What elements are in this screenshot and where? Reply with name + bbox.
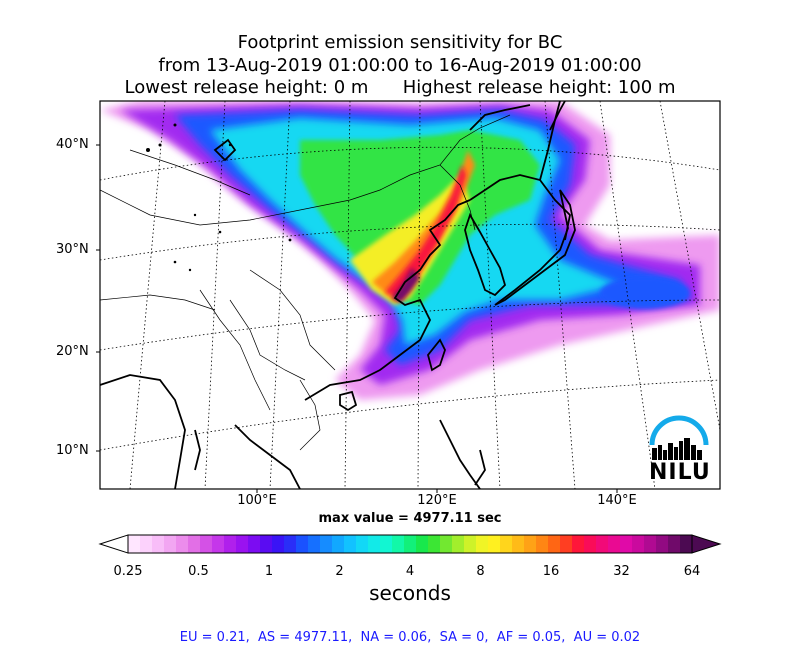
colorbar-segments bbox=[128, 535, 693, 553]
colorbar-segment bbox=[620, 535, 633, 553]
colorbar-segment bbox=[524, 535, 537, 553]
colorbar-segment bbox=[308, 535, 321, 553]
colorbar-tick-3: 2 bbox=[335, 564, 344, 579]
colorbar-segment bbox=[608, 535, 621, 553]
lat-label-40n: 40°N bbox=[56, 137, 89, 152]
lon-label-100e: 100°E bbox=[237, 493, 277, 508]
colorbar-segment bbox=[416, 535, 429, 553]
lat-label-20n: 20°N bbox=[56, 344, 89, 359]
colorbar-segment bbox=[140, 535, 153, 553]
colorbar-segment bbox=[632, 535, 645, 553]
lon-label-120e: 120°E bbox=[417, 493, 457, 508]
colorbar-segment bbox=[536, 535, 549, 553]
colorbar-segment bbox=[188, 535, 201, 553]
colorbar-segment bbox=[440, 535, 453, 553]
colorbar-segment bbox=[368, 535, 381, 553]
lon-label-140e: 140°E bbox=[597, 493, 637, 508]
colorbar-segment bbox=[380, 535, 393, 553]
colorbar-tick-1: 0.5 bbox=[188, 564, 209, 579]
colorbar-segment bbox=[584, 535, 597, 553]
nilu-logo-text: NILU bbox=[649, 460, 711, 485]
colorbar-segment bbox=[224, 535, 237, 553]
colorbar-tick-6: 16 bbox=[542, 564, 560, 579]
colorbar-right-arrow bbox=[691, 534, 722, 554]
colorbar-segment bbox=[248, 535, 261, 553]
colorbar-segment bbox=[212, 535, 225, 553]
colorbar-segment bbox=[500, 535, 513, 553]
plume-red bbox=[385, 165, 466, 300]
colorbar-segment bbox=[680, 535, 693, 553]
colorbar-segment bbox=[572, 535, 585, 553]
colorbar-segment bbox=[464, 535, 477, 553]
colorbar-segment bbox=[392, 535, 405, 553]
coastlines bbox=[100, 101, 576, 489]
colorbar-segment bbox=[236, 535, 249, 553]
colorbar-segment bbox=[476, 535, 489, 553]
colorbar-segment bbox=[272, 535, 285, 553]
colorbar-segment bbox=[284, 535, 297, 553]
colorbar-left-arrow bbox=[98, 534, 129, 554]
colorbar-segment bbox=[404, 535, 417, 553]
colorbar-tick-8: 64 bbox=[683, 564, 701, 579]
colorbar-tick-2: 1 bbox=[264, 564, 274, 579]
colorbar-segment bbox=[260, 535, 273, 553]
lakes bbox=[146, 123, 292, 272]
colorbar-segment bbox=[200, 535, 213, 553]
colorbar-segment bbox=[356, 535, 369, 553]
colorbar-segment bbox=[320, 535, 333, 553]
colorbar-segment bbox=[164, 535, 177, 553]
colorbar-segment bbox=[176, 535, 189, 553]
colorbar-segment bbox=[344, 535, 357, 553]
lat-label-10n: 10°N bbox=[56, 443, 89, 458]
colorbar-segment bbox=[452, 535, 465, 553]
colorbar-segment bbox=[668, 535, 681, 553]
colorbar-segment bbox=[548, 535, 561, 553]
colorbar-segment bbox=[656, 535, 669, 553]
colorbar-unit-label: seconds bbox=[369, 581, 451, 605]
colorbar-segment bbox=[488, 535, 501, 553]
colorbar-segment bbox=[128, 535, 141, 553]
max-value-label: max value = 4977.11 sec bbox=[318, 511, 502, 526]
plume-yellow bbox=[350, 175, 470, 305]
colorbar-tick-5: 8 bbox=[476, 564, 485, 579]
colorbar-tick-4: 4 bbox=[405, 564, 415, 579]
nilu-logo bbox=[649, 415, 709, 460]
colorbar-segment bbox=[428, 535, 441, 553]
plot-title-line-2: from 13-Aug-2019 01:00:00 to 16-Aug-2019… bbox=[158, 55, 642, 76]
colorbar-segment bbox=[560, 535, 573, 553]
colorbar-segment bbox=[152, 535, 165, 553]
plot-title-line-3: Lowest release height: 0 m Highest relea… bbox=[124, 77, 676, 98]
colorbar-tick-0: 0.25 bbox=[113, 564, 143, 579]
plume-blue-east bbox=[600, 277, 690, 309]
colorbar-tick-7: 32 bbox=[613, 564, 630, 579]
plot-title-line-1: Footprint emission sensitivity for BC bbox=[237, 32, 563, 53]
plume-orange bbox=[372, 150, 475, 302]
colorbar-segment bbox=[644, 535, 657, 553]
colorbar-segment bbox=[512, 535, 525, 553]
colorbar-segment bbox=[332, 535, 345, 553]
colorbar bbox=[98, 534, 722, 554]
lat-label-30n: 30°N bbox=[56, 242, 89, 257]
country-borders bbox=[100, 114, 511, 451]
graticule bbox=[100, 101, 720, 489]
region-totals-footer: EU = 0.21, AS = 4977.11, NA = 0.06, SA =… bbox=[179, 630, 641, 645]
colorbar-segment bbox=[296, 535, 309, 553]
colorbar-segment bbox=[596, 535, 609, 553]
